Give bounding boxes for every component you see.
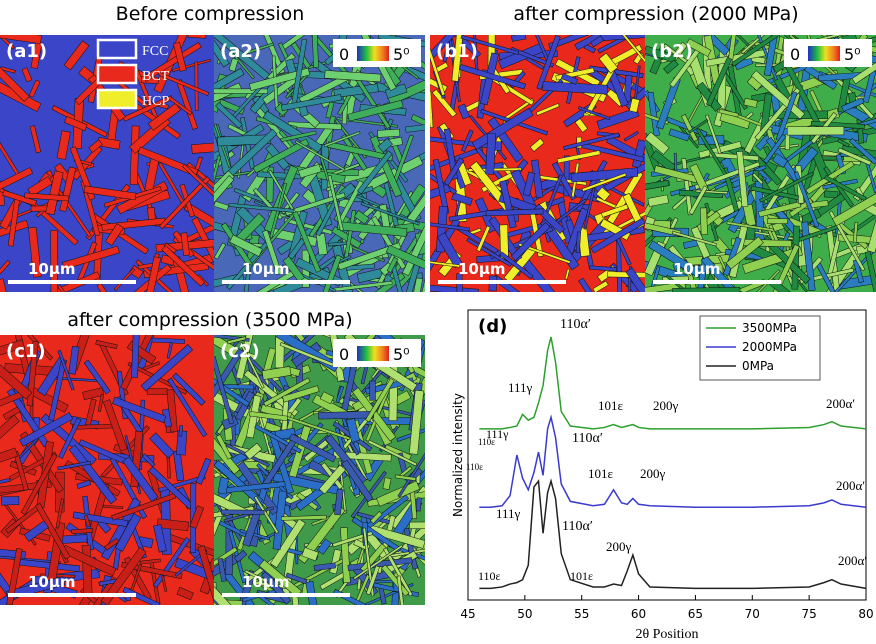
colorbar — [357, 46, 389, 61]
phase-swatch — [98, 65, 136, 83]
peak-annotation: 110α′ — [560, 317, 591, 332]
x-tick-label: 70 — [745, 607, 760, 621]
peak-annotation: 101ε — [598, 398, 624, 413]
grain — [755, 179, 763, 228]
grain — [221, 510, 264, 515]
scale-label: 10μm — [28, 260, 76, 278]
x-tick-label: 65 — [688, 607, 703, 621]
peak-annotation: 110α′ — [572, 431, 603, 446]
grain — [1, 496, 19, 505]
scale-label: 10μm — [242, 260, 290, 278]
x-axis-label: 2θ Position — [635, 627, 698, 642]
grain — [767, 219, 787, 224]
peak-annotation: 101ε — [588, 466, 614, 481]
x-tick-label: 75 — [802, 607, 817, 621]
y-axis-label: Normalized intensity — [451, 393, 465, 517]
panel-label: (a1) — [6, 41, 47, 62]
panel-label: (c2) — [220, 341, 260, 362]
scale-label: 10μm — [673, 260, 721, 278]
peak-annotation: 111γ — [496, 506, 521, 521]
scale-label: 10μm — [28, 573, 76, 591]
grain — [82, 545, 92, 596]
grain — [378, 129, 400, 137]
peak-annotation: 111γ — [486, 427, 509, 441]
peak-annotation: 110ε — [466, 462, 483, 472]
grain — [787, 127, 844, 136]
phase-label: HCP — [142, 94, 169, 109]
panel-label: (a2) — [220, 41, 261, 62]
figure: Before compression after compression (20… — [0, 0, 876, 644]
phase-label: FCC — [142, 44, 168, 59]
x-tick-label: 50 — [517, 607, 532, 621]
x-tick-label: 45 — [460, 607, 475, 621]
grain — [416, 498, 421, 511]
colorbar-min: 0 — [790, 45, 800, 64]
x-tick-label: 55 — [574, 607, 589, 621]
grain — [410, 522, 440, 529]
peak-annotation: 200α′ — [826, 396, 855, 411]
colorbar-min: 0 — [339, 345, 349, 364]
grain — [147, 388, 167, 394]
panel-label: (c1) — [6, 341, 46, 362]
grain — [195, 62, 198, 111]
peak-annotation: 200γ — [653, 398, 679, 413]
heading: after compression (3500 MPa) — [67, 309, 352, 331]
phase-swatch — [98, 90, 136, 108]
peak-annotation: 200α′ — [836, 478, 865, 493]
grain — [188, 32, 206, 38]
peak-annotation: 110α′ — [562, 519, 593, 534]
grain — [318, 411, 373, 419]
panel-label: (b1) — [436, 41, 478, 62]
colorbar-max: 5⁰ — [393, 345, 410, 364]
peak-annotation: 200γ — [606, 539, 632, 554]
scale-label: 10μm — [458, 260, 506, 278]
peak-annotation: 111γ — [508, 380, 533, 395]
legend-label: 0MPa — [742, 359, 774, 373]
grain — [700, 208, 707, 235]
phase-swatch — [98, 40, 136, 58]
grain — [370, 381, 376, 400]
grain — [673, 287, 740, 296]
peak-annotation: 200γ — [640, 466, 666, 481]
x-tick-label: 60 — [631, 607, 646, 621]
grain — [824, 191, 838, 198]
colorbar — [357, 346, 389, 361]
heading: after compression (2000 MPa) — [513, 3, 798, 25]
x-tick-label: 80 — [858, 607, 873, 621]
peak-annotation: 200α′ — [838, 553, 867, 568]
colorbar-min: 0 — [339, 45, 349, 64]
xrd-line — [479, 481, 866, 588]
grain — [72, 529, 93, 534]
xrd-line — [479, 417, 866, 507]
scale-label: 10μm — [242, 573, 290, 591]
legend-label: 3500MPa — [742, 321, 797, 335]
colorbar-max: 5⁰ — [844, 45, 861, 64]
chart-label: (d) — [478, 316, 507, 337]
heading: Before compression — [116, 3, 305, 25]
peak-annotation: 110ε — [478, 569, 501, 583]
peak-annotation: 101ε — [570, 569, 593, 583]
colorbar-max: 5⁰ — [393, 45, 410, 64]
panel-label: (b2) — [651, 41, 693, 62]
legend-label: 2000MPa — [742, 340, 797, 354]
phase-label: BCT — [142, 69, 170, 84]
colorbar — [808, 46, 840, 61]
